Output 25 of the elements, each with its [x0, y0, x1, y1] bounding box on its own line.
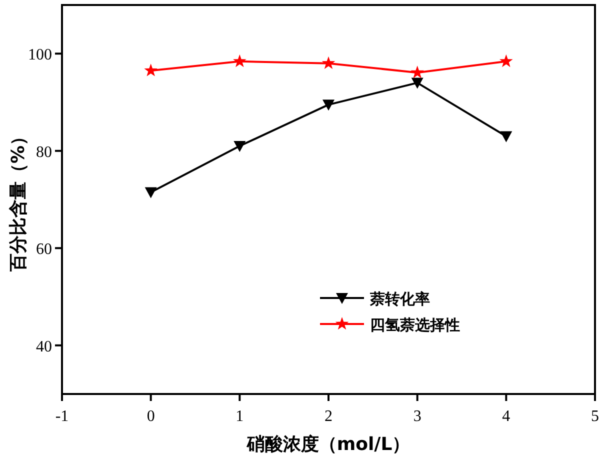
point: [322, 56, 336, 70]
x-tick-label: 0: [146, 408, 155, 425]
legend-label: 萘转化率: [369, 290, 430, 308]
y-tick-label: 100: [28, 46, 52, 64]
point: [144, 64, 158, 76]
legend-label: 四氢萘选择性: [370, 316, 460, 334]
x-axis-title: 硝酸浓度（mol/L）: [246, 434, 410, 455]
y-tick-label: 40: [36, 338, 52, 356]
x-tick-label: 3: [413, 408, 422, 425]
y-tick-label: 80: [36, 144, 52, 161]
x-tick-label: -1: [55, 408, 69, 425]
y-tick-label: 60: [36, 241, 52, 258]
x-tick-label: 1: [236, 408, 244, 425]
point: [410, 66, 424, 78]
point: [322, 100, 334, 111]
point: [144, 187, 157, 198]
point: [233, 54, 246, 68]
point: [500, 131, 512, 142]
x-tick-label: 2: [324, 408, 332, 425]
point: [500, 54, 513, 68]
x-tick-label: 5: [591, 408, 599, 425]
y-axis-title: 百分比含量（%）: [8, 127, 29, 273]
x-tick-label: 4: [502, 408, 510, 425]
point: [234, 141, 246, 152]
point: [411, 78, 424, 89]
